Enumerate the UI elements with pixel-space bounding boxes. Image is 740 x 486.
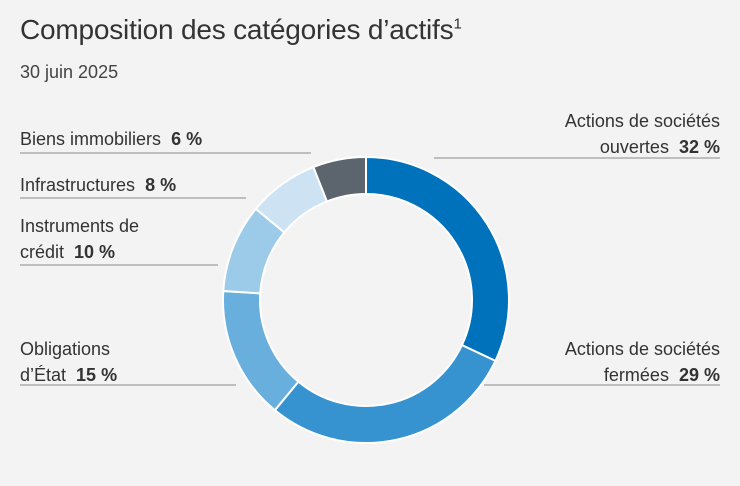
label-infrastructures-text: Infrastructures: [20, 175, 136, 195]
value-infrastructures: 8 %: [145, 175, 177, 195]
label-actions-ouvertes-line2: ouvertes: [599, 137, 669, 157]
value-biens-immobiliers: 6 %: [171, 129, 203, 149]
donut-slice-1: [365, 155, 510, 363]
label-credit-line2: crédit: [20, 242, 65, 262]
value-obligations: 15 %: [76, 365, 118, 385]
donut-slices: [222, 155, 510, 444]
title-footnote-marker: 1: [453, 15, 462, 33]
value-credit: 10 %: [74, 242, 116, 262]
label-actions-fermees-line2: fermées: [603, 365, 669, 385]
label-biens-immobiliers: Biens immobiliers 6 %: [20, 126, 202, 152]
value-actions-fermees: 29 %: [678, 365, 720, 385]
chart-subtitle: 30 juin 2025: [20, 62, 119, 82]
label-underlines: [20, 152, 720, 386]
label-credit: Instruments de crédit 10 %: [20, 213, 139, 265]
label-obligations-line1: Obligations: [20, 339, 111, 359]
donut-slice-6: [312, 155, 367, 203]
chart-title: Composition des catégories d’actifs1: [20, 14, 462, 46]
donut-slice-2: [273, 343, 497, 444]
label-biens-immobiliers-text: Biens immobiliers: [20, 129, 162, 149]
donut-slice-3: [222, 289, 300, 412]
label-actions-ouvertes: Actions de sociétés ouvertes 32 %: [565, 108, 720, 160]
chart-title-text: Composition des catégories d’actifs: [20, 14, 454, 45]
label-actions-fermees: Actions de sociétés fermées 29 %: [565, 336, 720, 388]
label-credit-line1: Instruments de: [20, 216, 140, 236]
label-actions-ouvertes-line1: Actions de sociétés: [564, 111, 720, 131]
label-obligations: Obligations d’État 15 %: [20, 336, 117, 388]
value-actions-ouvertes: 32 %: [678, 137, 720, 157]
label-obligations-line2: d’État: [20, 365, 67, 385]
label-infrastructures: Infrastructures 8 %: [20, 172, 176, 198]
label-actions-fermees-line1: Actions de sociétés: [564, 339, 720, 359]
